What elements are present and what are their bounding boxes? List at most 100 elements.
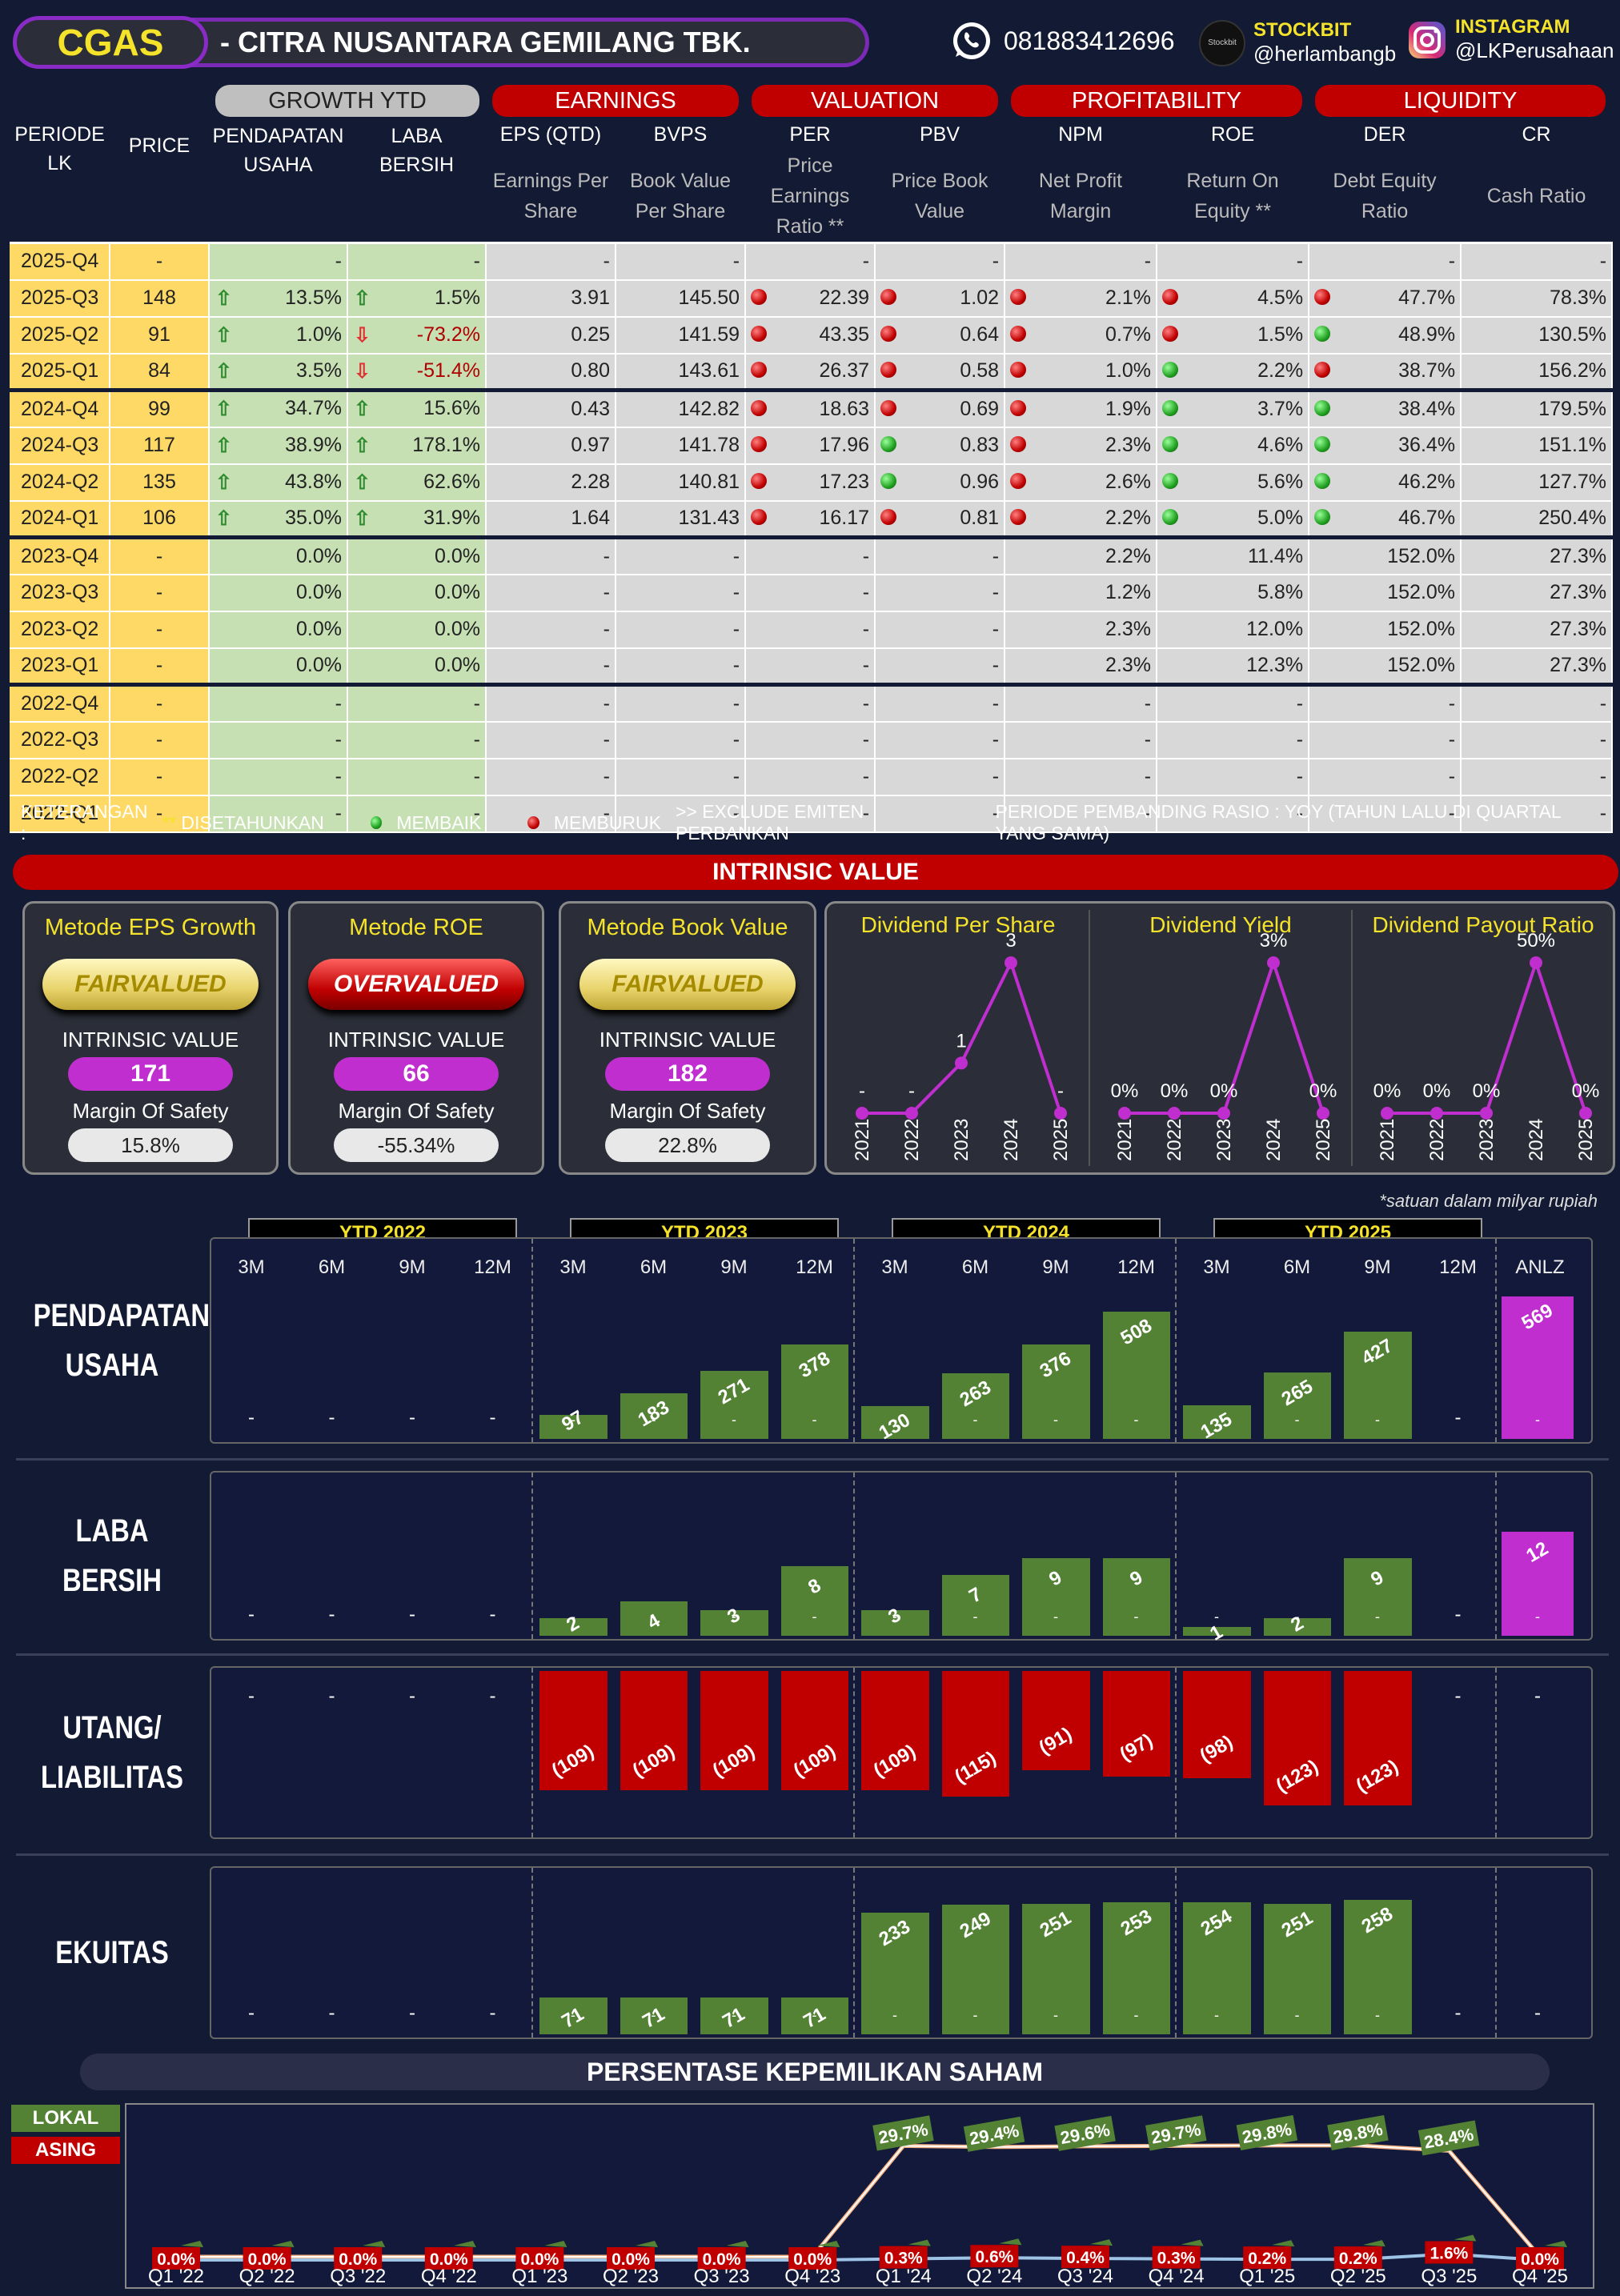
empty-value: -: [248, 2002, 255, 2024]
bar: [539, 1414, 608, 1439]
cell-der: -: [1309, 242, 1462, 281]
value-lb: -73.2%: [416, 323, 480, 346]
dividend-label: 3: [1005, 930, 1016, 952]
valuation-status: OVERVALUED: [308, 959, 524, 1010]
dividend-year-label: 2024: [1000, 1119, 1022, 1161]
dividend-year-label: 2024: [1263, 1119, 1285, 1161]
value-cr: 27.3%: [1550, 581, 1607, 603]
stockbit-contact[interactable]: Stockbit STOCKBIT @herlambangb: [1199, 19, 1396, 66]
bar: [1022, 1344, 1090, 1439]
cell-cr: 78.3%: [1461, 279, 1614, 318]
company-name: - CITRA NUSANTARA GEMILANG TBK.: [144, 18, 869, 67]
bar: [700, 1609, 768, 1636]
subcol-bvps: Book Value Per Share: [616, 150, 746, 244]
subcol-cr: Cash Ratio: [1461, 150, 1613, 244]
red-dot-icon: [1314, 362, 1331, 379]
cell-pu: ⇧ 34.7%: [209, 390, 348, 428]
star-mark: **: [162, 811, 177, 833]
instagram-contact[interactable]: INSTAGRAM @LKPerusahaan: [1407, 16, 1614, 63]
cell-price: -: [110, 611, 210, 649]
col-per: PER: [789, 122, 831, 146]
value-pu: 3.5%: [296, 359, 342, 382]
cell-eps: 1.64: [486, 500, 616, 539]
bar: [620, 1671, 688, 1790]
bar: [1344, 1900, 1412, 2034]
cell-bvps: 145.50: [616, 279, 747, 318]
bar: [1183, 1404, 1251, 1439]
red-dot-icon: [880, 326, 897, 342]
dividend-year-label: 2022: [1164, 1119, 1185, 1161]
value-lb: 15.6%: [423, 397, 480, 420]
group-profitability: PROFITABILITY: [1011, 85, 1303, 117]
table-row: 2023-Q2-0.0% 0.0% - - - -2.3% 12.0% 152.0% 27.3%: [10, 611, 1614, 649]
value-pu: -: [335, 691, 342, 715]
value-npm: -: [1144, 250, 1152, 273]
bar: [1183, 1901, 1251, 2034]
dividend-year-label: 2025: [1575, 1119, 1597, 1161]
empty-value: -: [489, 1604, 496, 1625]
lokal-label: 28.4%: [1418, 2120, 1480, 2156]
cell-pu: ⇧ 3.5%: [209, 353, 348, 392]
cell-cr: 130.5%: [1461, 316, 1614, 355]
dividend-year-label: 2021: [852, 1119, 873, 1161]
dividend-point: [1118, 1107, 1131, 1120]
value-der: -: [1448, 728, 1456, 751]
bar: [941, 1904, 1009, 2034]
svg-text:0.0%: 0.0%: [1521, 2250, 1559, 2269]
method-name: Metode ROE: [349, 915, 483, 940]
value-npm: 1.9%: [1105, 397, 1152, 420]
cell-price: 99: [110, 390, 210, 428]
table-row: 2022-Q4- - - - - - - - - - -: [10, 684, 1614, 723]
empty-value: -: [328, 1604, 335, 1625]
cell-npm: 2.3%: [1004, 427, 1158, 465]
table-row: 2024-Q3 117 ⇧ 38.9% ⇧ 178.1% 0.97 141.78 17.96 0.…: [10, 427, 1614, 465]
cell-price: -: [110, 242, 210, 281]
bar-dash: -: [812, 1609, 817, 1625]
cell-bvps: -: [616, 795, 747, 833]
ownership-chart: 0.0% Q1 '22 0.0% Q2 '22 0.0% Q3 '22 0.0% Q4 '22…: [125, 2103, 1594, 2289]
cell-per: 22.39: [745, 279, 876, 318]
red-dot-icon: [751, 436, 768, 452]
ticker-badge: CGAS: [13, 16, 208, 69]
red-dot-icon: [751, 509, 768, 526]
value-der: -: [1448, 765, 1456, 787]
subcol-roe: Return On Equity **: [1157, 150, 1309, 244]
cell-per: 17.96: [745, 427, 876, 465]
phone-contact[interactable]: 081883412696: [951, 19, 1175, 62]
bar-dash: -: [892, 1412, 897, 1428]
cell-der: 46.2%: [1309, 463, 1462, 502]
value-lb: 0.0%: [435, 654, 480, 677]
cell-pu: -: [209, 758, 348, 796]
value-npm: 2.2%: [1105, 507, 1152, 530]
red-dot-icon: [880, 362, 897, 379]
anlz-empty: -: [1534, 2002, 1541, 2024]
year-divider: [853, 1868, 855, 2038]
anlz-divider: [1495, 1668, 1497, 1837]
green-dot-icon: [1162, 436, 1179, 452]
lokal-label: 29.7%: [872, 2115, 934, 2151]
value-npm: -: [1144, 728, 1152, 751]
value-per: 43.35: [819, 323, 870, 346]
cell-roe: 2.2%: [1157, 353, 1310, 392]
cell-price: -: [110, 758, 210, 796]
empty-value: -: [409, 2002, 415, 2024]
value-cr: 151.1%: [1538, 434, 1607, 456]
bar: [1263, 1671, 1331, 1805]
bar-dash: -: [1535, 1609, 1540, 1625]
col-price: PRICE: [110, 83, 209, 244]
cell-lb: ⇧ 15.6%: [347, 390, 487, 428]
cell-price: 117: [110, 427, 210, 465]
table-row: 2025-Q2 91 ⇧ 1.0% ⇩ -73.2% 0.25 141.59 43.35 0.64…: [10, 316, 1614, 355]
value-npm: 2.1%: [1105, 286, 1152, 309]
bar: [941, 1671, 1009, 1797]
svg-text:0.0%: 0.0%: [339, 2250, 377, 2269]
year-divider: [1175, 1239, 1177, 1442]
green-dot-icon: [1314, 326, 1331, 342]
bar: [1183, 1627, 1251, 1636]
cell-periode: 2022-Q4: [10, 684, 110, 723]
value-pu: 35.0%: [285, 506, 342, 529]
red-dot-icon: [1010, 399, 1027, 416]
value-lb: -: [473, 691, 480, 715]
anlz-bar: [1502, 1296, 1574, 1439]
cell-der: 36.4%: [1309, 427, 1462, 465]
